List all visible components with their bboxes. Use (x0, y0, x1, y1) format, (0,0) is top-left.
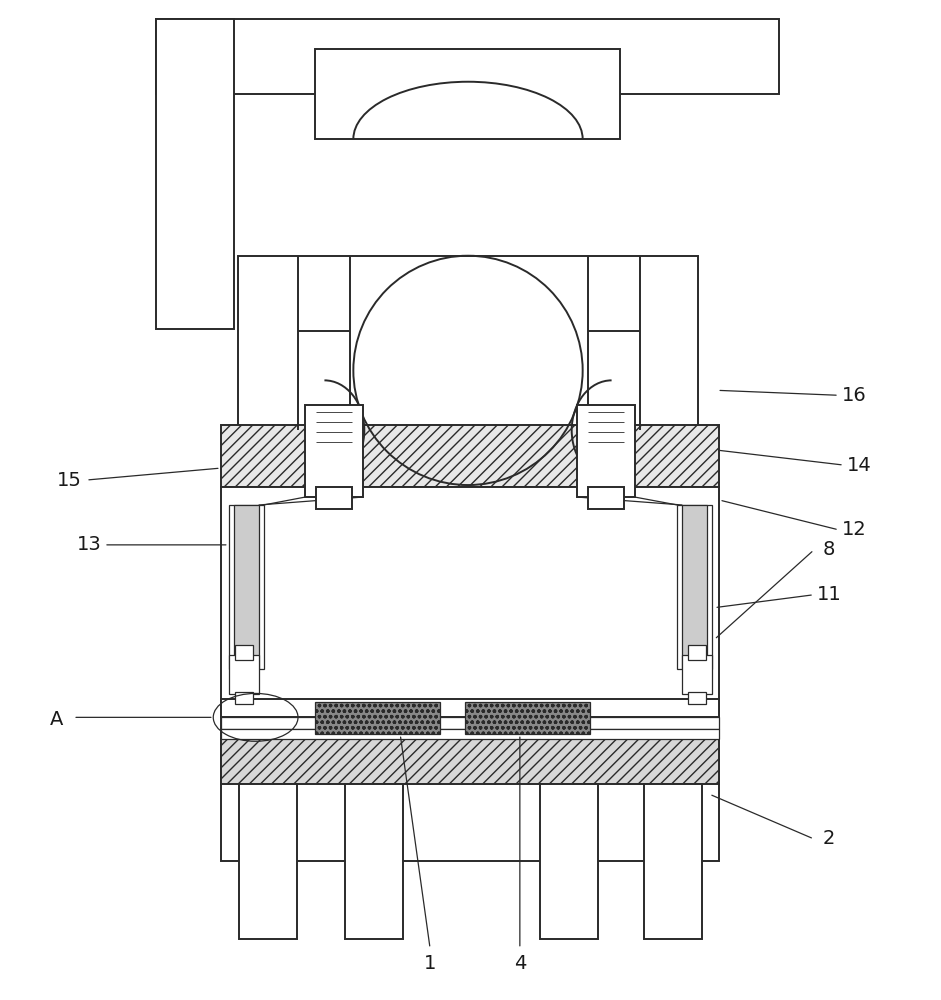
Bar (689, 645, 707, 660)
Bar (239, 784, 296, 939)
Text: 4: 4 (514, 954, 526, 973)
Bar (315, 702, 440, 734)
Text: 13: 13 (77, 535, 102, 554)
Bar (238, 256, 698, 430)
Bar (316, 487, 352, 509)
Bar (587, 487, 624, 509)
Bar (221, 699, 719, 717)
Bar (234, 645, 252, 660)
Bar (221, 729, 719, 739)
Bar (234, 692, 252, 704)
Bar (306, 405, 363, 497)
Text: 15: 15 (56, 471, 82, 490)
Text: 1: 1 (424, 954, 437, 973)
Text: A: A (50, 710, 63, 729)
Bar (540, 784, 598, 939)
Bar (345, 784, 403, 939)
Text: 16: 16 (841, 386, 867, 405)
Bar (233, 505, 259, 669)
Bar (156, 19, 779, 94)
Text: 11: 11 (817, 585, 841, 604)
Text: 8: 8 (822, 540, 835, 559)
Bar (682, 655, 712, 694)
Bar (577, 405, 634, 497)
Bar (221, 717, 719, 729)
Bar (229, 655, 259, 694)
Bar (682, 505, 708, 669)
Bar (156, 19, 233, 329)
Text: 14: 14 (847, 456, 871, 475)
Bar (465, 702, 590, 734)
Bar (315, 49, 619, 139)
Bar (229, 505, 263, 669)
Bar (678, 505, 712, 669)
Text: 12: 12 (841, 520, 867, 539)
Bar (689, 692, 707, 704)
Text: 2: 2 (822, 829, 835, 848)
Bar (221, 739, 719, 784)
Bar (221, 425, 719, 487)
Bar (645, 784, 702, 939)
Bar (221, 487, 719, 861)
